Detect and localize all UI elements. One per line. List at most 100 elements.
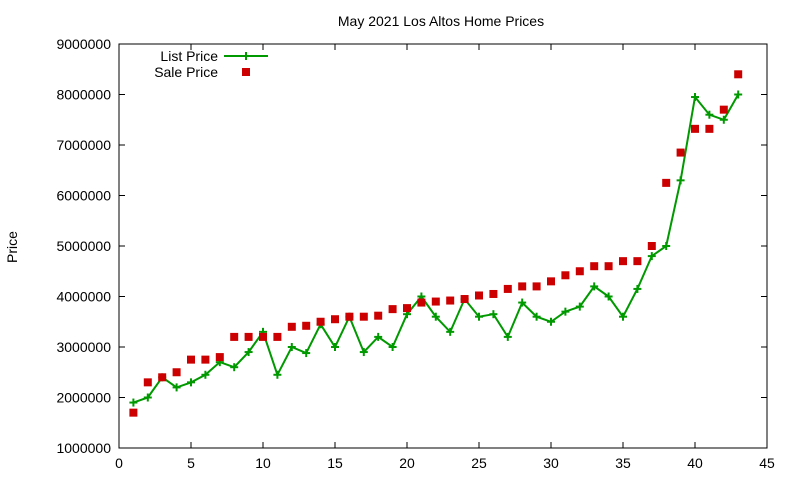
data-point	[619, 312, 627, 321]
data-point	[705, 110, 714, 119]
data-point	[734, 90, 743, 99]
x-tick-labels: 0 5 10 15 20 25 30 35 40 45	[115, 455, 775, 471]
data-point	[431, 297, 440, 306]
data-point	[590, 262, 599, 271]
data-point	[431, 312, 440, 321]
x-tick-label: 20	[399, 455, 415, 471]
data-point	[647, 252, 656, 261]
data-point	[316, 317, 325, 326]
data-point	[691, 124, 699, 133]
data-point	[158, 373, 167, 382]
data-point	[575, 267, 584, 276]
data-point	[359, 312, 368, 321]
y-tick-label: 9000000	[56, 36, 111, 52]
data-point	[331, 343, 339, 351]
data-point	[518, 298, 527, 307]
data-point	[259, 332, 267, 341]
x-tick-label: 5	[187, 455, 195, 471]
y-tick-label: 6000000	[56, 188, 111, 204]
data-point	[287, 322, 296, 331]
data-point	[489, 310, 498, 319]
x-tick-label: 30	[543, 455, 559, 471]
data-point	[143, 393, 152, 402]
y-tick-label: 1000000	[56, 440, 111, 456]
y-tick-labels: 1000000 2000000 3000000 4000000 5000000 60000…	[56, 36, 111, 456]
x-tick-label: 10	[255, 455, 271, 471]
data-point	[719, 115, 728, 124]
data-point	[187, 378, 195, 387]
data-point	[143, 378, 152, 387]
data-point	[201, 370, 210, 379]
data-point	[359, 348, 368, 357]
legend-item: List Price	[160, 48, 268, 64]
series-line	[133, 94, 740, 404]
data-point	[244, 332, 253, 341]
data-point	[662, 242, 671, 250]
data-point	[273, 370, 282, 379]
data-point	[230, 332, 239, 341]
data-point	[475, 291, 483, 300]
data-point	[417, 298, 426, 307]
data-point	[547, 277, 555, 286]
data-point	[561, 271, 570, 280]
data-point	[287, 343, 296, 351]
data-point	[187, 355, 195, 364]
data-point	[302, 321, 311, 330]
data-point	[388, 305, 397, 314]
data-point	[719, 105, 728, 114]
legend-marker	[242, 52, 250, 60]
y-tick-label: 7000000	[56, 137, 111, 153]
y-tick-label: 3000000	[56, 339, 111, 355]
data-point	[604, 262, 613, 271]
data-point	[403, 304, 411, 313]
data-point	[446, 327, 455, 336]
data-point	[475, 312, 483, 321]
data-point	[633, 257, 642, 266]
legend-label: Sale Price	[154, 64, 218, 80]
data-point	[129, 398, 138, 407]
data-point	[172, 383, 181, 392]
y-axis-label: Price	[4, 231, 20, 263]
data-point	[446, 296, 455, 305]
data-point	[388, 343, 397, 351]
data-point	[532, 282, 541, 291]
y-tick-label: 5000000	[56, 238, 111, 254]
data-point	[547, 317, 555, 326]
data-point	[215, 353, 224, 362]
x-tick-label: 25	[471, 455, 487, 471]
x-tick-label: 40	[687, 455, 703, 471]
x-tick-label: 0	[115, 455, 123, 471]
data-point	[302, 349, 311, 358]
data-point	[575, 302, 584, 311]
axis-ticks	[118, 43, 768, 449]
series-sale-price	[129, 70, 743, 417]
data-point	[230, 363, 239, 372]
data-point	[676, 176, 685, 185]
data-point	[460, 295, 469, 304]
data-point	[691, 93, 699, 102]
data-point	[532, 312, 541, 321]
legend-label: List Price	[160, 48, 218, 64]
data-point	[647, 242, 656, 250]
legend-marker	[242, 68, 250, 76]
data-point	[172, 368, 181, 377]
data-point	[705, 124, 714, 133]
data-point	[518, 282, 527, 291]
data-point	[129, 408, 138, 417]
data-point	[345, 312, 354, 321]
legend-item: Sale Price	[154, 64, 250, 80]
data-point	[561, 307, 570, 316]
data-point	[503, 284, 512, 293]
data-point	[273, 332, 282, 341]
data-point	[604, 292, 613, 301]
series-layer	[129, 70, 743, 417]
x-tick-label: 35	[615, 455, 631, 471]
data-point	[734, 70, 743, 79]
y-tick-label: 2000000	[56, 390, 111, 406]
chart-title: May 2021 Los Altos Home Prices	[338, 13, 544, 29]
data-point	[590, 282, 599, 291]
data-point	[662, 178, 671, 187]
data-point	[331, 315, 339, 324]
